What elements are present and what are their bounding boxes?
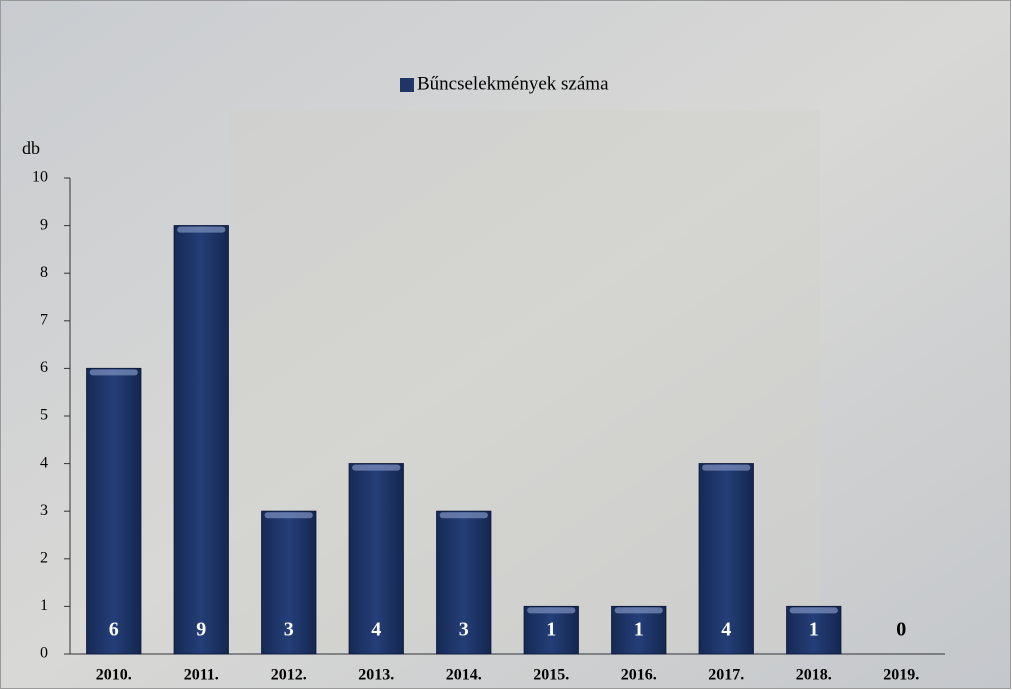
y-tick-label: 4 xyxy=(40,454,48,471)
x-tick-label: 2011. xyxy=(184,667,219,684)
x-tick-label: 2017. xyxy=(708,667,744,684)
bar-highlight xyxy=(615,607,663,613)
data-label: 0 xyxy=(896,619,906,641)
y-axis-label: db xyxy=(22,138,40,158)
data-label: 3 xyxy=(459,619,469,641)
chart: Bűncselekmények száma db 012345678910201… xyxy=(0,0,1012,690)
y-tick-label: 9 xyxy=(40,216,48,233)
data-label: 4 xyxy=(371,619,381,641)
x-tick-label: 2013. xyxy=(358,667,394,684)
bar-highlight xyxy=(177,227,225,233)
y-tick-label: 10 xyxy=(32,169,48,186)
x-tick-label: 2019. xyxy=(883,667,919,684)
bar xyxy=(87,368,141,654)
legend-label: Bűncselekmények száma xyxy=(417,73,609,94)
data-label: 4 xyxy=(721,619,731,641)
data-label: 3 xyxy=(284,619,294,641)
bar-highlight xyxy=(265,512,313,518)
legend-swatch xyxy=(400,78,414,92)
y-tick-label: 8 xyxy=(40,264,48,281)
bar xyxy=(174,226,228,654)
bar-highlight xyxy=(527,607,575,613)
x-tick-label: 2012. xyxy=(271,667,307,684)
y-tick-label: 1 xyxy=(40,597,48,614)
data-label: 1 xyxy=(546,619,556,641)
bar-highlight xyxy=(790,607,838,613)
x-tick-label: 2010. xyxy=(96,667,132,684)
bar-highlight xyxy=(352,465,400,471)
data-label: 1 xyxy=(634,619,644,641)
bar-highlight xyxy=(440,512,488,518)
x-tick-label: 2015. xyxy=(533,667,569,684)
data-label: 9 xyxy=(196,619,206,641)
y-tick-label: 7 xyxy=(40,311,48,328)
y-tick-label: 0 xyxy=(40,645,48,662)
y-tick-label: 6 xyxy=(40,359,48,376)
y-tick-label: 5 xyxy=(40,407,48,424)
x-tick-label: 2018. xyxy=(796,667,832,684)
x-tick-label: 2016. xyxy=(621,667,657,684)
y-tick-label: 3 xyxy=(40,502,48,519)
x-tick-label: 2014. xyxy=(446,667,482,684)
data-label: 1 xyxy=(809,619,819,641)
bar-highlight xyxy=(702,465,750,471)
y-tick-label: 2 xyxy=(40,549,48,566)
data-label: 6 xyxy=(109,619,119,641)
page: Bűncselekmények száma db 012345678910201… xyxy=(0,0,1012,690)
bar-highlight xyxy=(90,369,138,375)
